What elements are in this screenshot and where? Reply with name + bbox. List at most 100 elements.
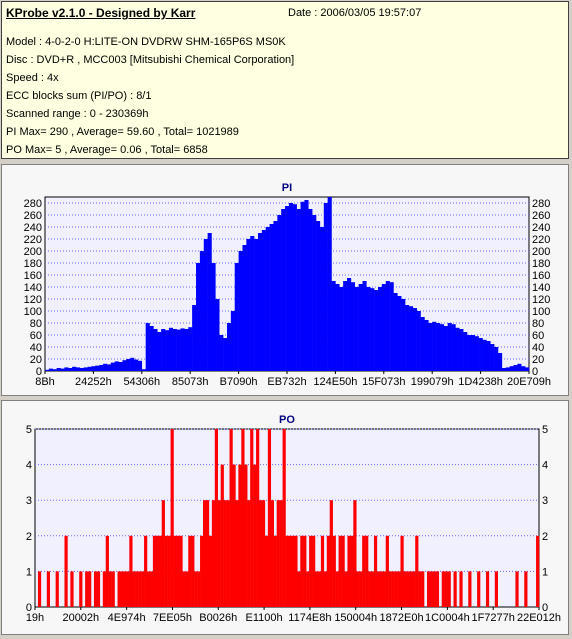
po-bar: [359, 571, 363, 607]
pi-bar: [103, 363, 108, 371]
pi-bar: [401, 299, 406, 371]
po-bar: [135, 571, 139, 607]
pi-bar: [184, 329, 189, 371]
po-bar: [147, 571, 151, 607]
po-bar: [353, 500, 357, 607]
pi-ytick-left: 140: [24, 282, 42, 294]
pi-ytick-right: 80: [532, 318, 544, 330]
pi-bar: [374, 290, 379, 371]
po-bar: [285, 535, 289, 607]
po-bar: [406, 571, 410, 607]
pi-bar: [52, 369, 57, 371]
pi-bar: [393, 293, 398, 371]
po-bar: [205, 500, 210, 607]
po-bar: [85, 571, 89, 607]
po-bar: [338, 535, 342, 607]
pi-bar: [517, 363, 522, 371]
pi-bar: [432, 321, 437, 371]
po-bar: [309, 535, 313, 607]
pi-bar: [312, 215, 317, 371]
po-bar: [253, 464, 257, 607]
pi-ytick-left: 220: [24, 234, 42, 246]
po-bar: [37, 571, 42, 607]
po-bar: [191, 535, 195, 607]
pi-ytick-right: 140: [532, 282, 550, 294]
po-bar: [335, 571, 339, 607]
po-bar: [397, 571, 401, 607]
pi-bar: [455, 327, 460, 371]
pi-bar: [381, 284, 386, 371]
pi-bar: [118, 362, 123, 371]
pi-ytick-right: 0: [532, 366, 538, 378]
pi-bar: [257, 233, 263, 371]
po-bar: [64, 535, 68, 607]
po-ytick-right: 1: [542, 566, 548, 578]
pi-bar: [308, 209, 313, 371]
pi-bar: [354, 287, 359, 371]
po-bar: [317, 571, 322, 607]
pi-bar: [95, 365, 100, 371]
pi-ytick-left: 160: [24, 270, 42, 282]
pi-bar: [509, 366, 514, 371]
po-bar: [161, 500, 165, 607]
pi-bar: [296, 209, 301, 371]
pi-bar: [172, 329, 177, 371]
po-bar: [403, 571, 407, 607]
po-bar: [247, 500, 251, 607]
po-bar: [303, 535, 307, 607]
pi-bar: [447, 323, 452, 371]
po-bar: [341, 535, 345, 607]
po-chart-title: PO: [279, 414, 295, 426]
pi-bar: [405, 305, 410, 371]
po-bar: [379, 571, 384, 607]
po-bar: [385, 535, 389, 607]
po-bar: [88, 571, 92, 607]
po-bar: [185, 571, 189, 607]
pi-ytick-left: 60: [30, 330, 42, 342]
pi-bar: [525, 367, 530, 371]
pi-bar: [215, 299, 220, 371]
model-line: Model : 4-0-2-0 H:LITE-ON DVDRW SHM-165P…: [6, 36, 286, 48]
po-ytick-left: 3: [26, 495, 32, 507]
po-bar: [435, 571, 440, 607]
po-bar: [362, 535, 366, 607]
pi-bar: [149, 326, 154, 371]
po-bar: [427, 571, 431, 607]
pi-chart-title: PI: [282, 182, 292, 194]
po-xtick-label: 4E974h: [108, 612, 146, 624]
pi-bar: [319, 227, 325, 371]
pi-ytick-left: 240: [24, 222, 42, 234]
po-bar: [347, 535, 351, 607]
scan-date: Date : 2006/03/05 19:57:07: [288, 7, 422, 19]
po-bar: [105, 535, 109, 607]
po-bar: [409, 571, 413, 607]
po-bar: [226, 500, 230, 607]
po-bar: [276, 500, 280, 607]
po-bar: [111, 571, 115, 607]
pi-ytick-right: 240: [532, 222, 550, 234]
pi-bar: [72, 366, 77, 371]
po-bar: [170, 429, 174, 607]
pi-bar: [412, 308, 417, 371]
pi-bar: [327, 197, 332, 371]
pi-bar: [99, 365, 104, 371]
pi-xtick-label: 20E709h: [507, 376, 551, 388]
po-bar: [388, 571, 392, 607]
po-bar: [188, 535, 192, 607]
po-bar: [332, 535, 336, 607]
po-bar: [429, 571, 434, 607]
po-xtick-label: 20002h: [62, 612, 99, 624]
po-bar: [264, 535, 269, 607]
pi-bar: [277, 215, 282, 371]
pi-bar: [165, 330, 170, 371]
po-bar: [79, 571, 83, 607]
po-ytick-left: 5: [26, 424, 32, 436]
po-bar: [270, 500, 274, 607]
pi-bar: [347, 278, 352, 371]
pi-bar: [269, 224, 274, 371]
po-bar: [152, 535, 157, 607]
pi-bar: [192, 305, 197, 371]
po-bar: [164, 535, 168, 607]
po-bar: [315, 571, 319, 607]
